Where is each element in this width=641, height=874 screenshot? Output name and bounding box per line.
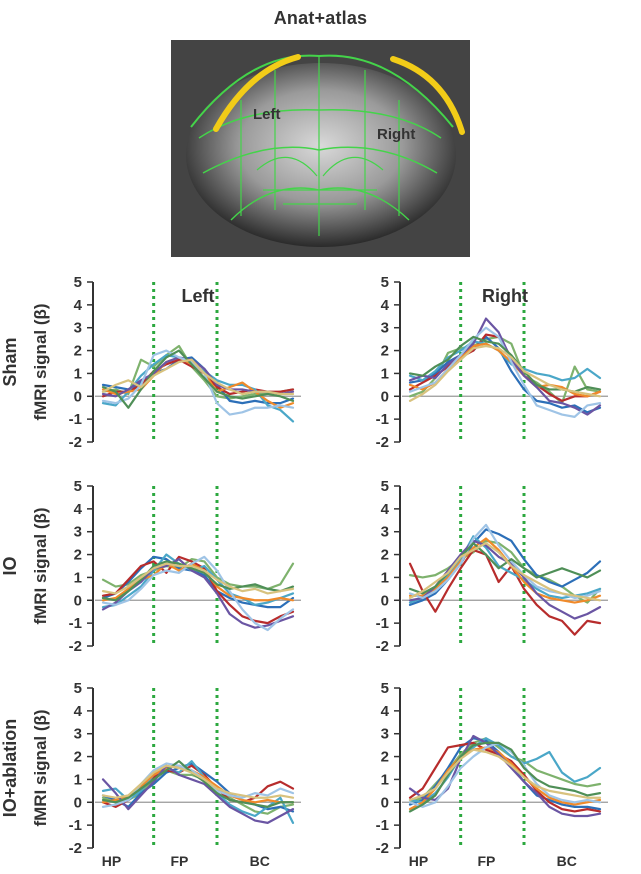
y-tick-label-io-right-2: 2 xyxy=(381,547,389,564)
y-tick-label-sham-left-3: 3 xyxy=(74,320,82,337)
y-tick-label-io-ablation-left--2: -2 xyxy=(69,840,82,857)
series-line-sham-left-1 xyxy=(101,344,295,400)
y-tick-label-io-ablation-left-5: 5 xyxy=(74,680,82,697)
panel-label-left: Left xyxy=(182,286,215,306)
y-tick-label-io-left-4: 4 xyxy=(74,501,83,518)
series-line-sham-right-6 xyxy=(408,317,602,416)
y-tick-label-io-ablation-left--1: -1 xyxy=(69,817,82,834)
region-label-right-hp: HP xyxy=(409,853,428,869)
row-title-io-ablation: IO+ablation xyxy=(0,719,20,818)
y-tick-label-sham-left--2: -2 xyxy=(69,434,82,451)
y-tick-label-io-right--1: -1 xyxy=(376,615,389,632)
y-axis-title-1: fMRI signal (β) xyxy=(31,303,50,420)
series-line-io-left-8 xyxy=(101,560,295,602)
y-tick-label-sham-left-5: 5 xyxy=(74,274,82,291)
y-tick-label-io-ablation-right--1: -1 xyxy=(376,817,389,834)
y-tick-label-io-right-4: 4 xyxy=(381,501,390,518)
y-tick-label-sham-left--1: -1 xyxy=(69,411,82,428)
series-line-io-ablation-right-9 xyxy=(408,748,602,802)
region-label-left-fp: FP xyxy=(171,853,189,869)
series-line-sham-left-8 xyxy=(101,349,295,409)
brain-left-label: Left xyxy=(253,106,281,123)
panel-label-right: Right xyxy=(482,286,528,306)
line-chart-grid: Sham fMRI signal (β) IO fMRI signal (β) IO+a… xyxy=(0,274,608,869)
y-tick-label-sham-left-2: 2 xyxy=(74,343,82,360)
y-tick-label-io-right-3: 3 xyxy=(381,524,389,541)
series-line-io-left-9 xyxy=(101,562,295,595)
region-label-left-bc: BC xyxy=(250,853,270,869)
y-tick-label-sham-right--1: -1 xyxy=(376,411,389,428)
series-line-sham-left-9 xyxy=(101,358,295,396)
series-line-io-ablation-left-9 xyxy=(101,764,295,799)
y-tick-label-io-right-1: 1 xyxy=(381,569,389,586)
brain-right-label: Right xyxy=(377,126,415,143)
y-tick-label-io-left--1: -1 xyxy=(69,615,82,632)
y-tick-label-io-ablation-left-2: 2 xyxy=(74,749,82,766)
y-tick-label-io-ablation-right-1: 1 xyxy=(381,771,389,788)
region-label-right-fp: FP xyxy=(478,853,496,869)
y-tick-label-io-left-3: 3 xyxy=(74,524,82,541)
y-tick-label-io-ablation-left-3: 3 xyxy=(74,726,82,743)
atlas-verticals xyxy=(240,56,400,236)
y-tick-label-io-left--2: -2 xyxy=(69,638,82,655)
y-tick-label-io-ablation-right--2: -2 xyxy=(376,840,389,857)
y-tick-label-io-right-0: 0 xyxy=(381,592,389,609)
row-title-sham: Sham xyxy=(0,337,20,386)
y-tick-label-sham-right-0: 0 xyxy=(381,388,389,405)
series-line-io-right-8 xyxy=(408,542,602,595)
atlas-inner xyxy=(256,156,384,205)
y-tick-label-sham-right--2: -2 xyxy=(376,434,389,451)
y-tick-label-io-ablation-left-4: 4 xyxy=(74,703,83,720)
series-line-io-right-1 xyxy=(408,539,602,604)
y-tick-label-io-ablation-left-1: 1 xyxy=(74,771,82,788)
y-tick-label-sham-left-1: 1 xyxy=(74,365,82,382)
series-line-io-ablation-right-8 xyxy=(408,741,602,813)
y-tick-label-io-left-2: 2 xyxy=(74,547,82,564)
series-line-io-right-7 xyxy=(408,523,602,600)
y-tick-label-sham-right-4: 4 xyxy=(381,297,390,314)
y-tick-label-io-ablation-right-3: 3 xyxy=(381,726,389,743)
figure-title: Anat+atlas xyxy=(273,8,368,28)
series-line-io-right-9 xyxy=(408,542,602,602)
y-tick-label-sham-right-3: 3 xyxy=(381,320,389,337)
y-tick-label-io-right-5: 5 xyxy=(381,478,389,495)
series-line-sham-right-9 xyxy=(408,344,602,402)
right-highlight xyxy=(390,56,465,135)
series-line-io-right-3 xyxy=(408,548,602,636)
left-highlight xyxy=(213,54,301,132)
y-axis-title-2: fMRI signal (β) xyxy=(31,507,50,624)
region-label-left-hp: HP xyxy=(102,853,121,869)
y-tick-label-sham-right-2: 2 xyxy=(381,343,389,360)
y-tick-label-io-right--2: -2 xyxy=(376,638,389,655)
y-tick-label-sham-left-0: 0 xyxy=(74,388,82,405)
y-tick-label-sham-right-1: 1 xyxy=(381,365,389,382)
anatomy-atlas-image: Left Right xyxy=(171,40,470,257)
y-tick-label-io-ablation-right-0: 0 xyxy=(381,794,389,811)
y-tick-label-io-ablation-right-2: 2 xyxy=(381,749,389,766)
y-tick-label-io-left-1: 1 xyxy=(74,569,82,586)
y-tick-label-io-ablation-left-0: 0 xyxy=(74,794,82,811)
series-line-io-ablation-left-6 xyxy=(101,764,295,824)
series-line-io-left-3 xyxy=(101,555,295,625)
series-line-io-left-7 xyxy=(101,555,295,632)
series-line-io-ablation-left-4 xyxy=(101,760,295,824)
y-tick-label-io-ablation-right-4: 4 xyxy=(381,703,390,720)
y-axis-title-3: fMRI signal (β) xyxy=(31,709,50,826)
y-tick-label-io-left-0: 0 xyxy=(74,592,82,609)
y-tick-label-io-left-5: 5 xyxy=(74,478,82,495)
region-label-right-bc: BC xyxy=(557,853,577,869)
y-tick-label-io-ablation-right-5: 5 xyxy=(381,680,389,697)
y-tick-label-sham-right-5: 5 xyxy=(381,274,389,291)
brain-slice xyxy=(186,63,456,247)
y-tick-label-sham-left-4: 4 xyxy=(74,297,83,314)
row-title-io: IO xyxy=(0,556,20,575)
